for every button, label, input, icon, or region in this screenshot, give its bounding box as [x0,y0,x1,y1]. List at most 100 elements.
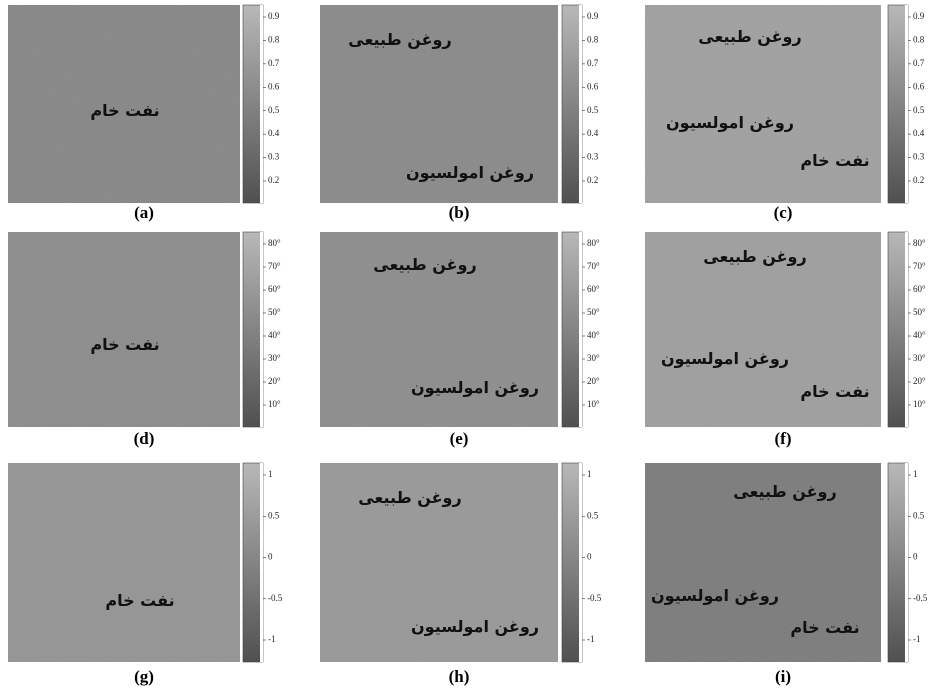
colorbar-edge [260,5,263,203]
colorbar-tick-label: 0 [268,552,273,562]
colorbar-edge [905,232,908,427]
annotation: روغن امولسیون [651,586,779,605]
colorbar-tick-label: 0.9 [587,11,599,21]
colorbar-tick-label: 50° [268,307,281,317]
colorbar-tick-label: 0.4 [268,128,280,138]
annotation: روغن طبیعی [698,27,801,46]
annotation: روغن امولسیون [661,349,789,368]
colorbar-tick-label: 0.6 [913,81,925,91]
colorbar-edge [905,5,908,203]
colorbar-tick-label: 1 [587,469,592,479]
colorbar-tick-label: -0.5 [268,593,283,603]
colorbar-tick-label: 40° [587,330,600,340]
colorbar-tick-label: 0.5 [913,510,925,520]
panel-label: (g) [134,667,154,686]
annotation: نفت خام [800,382,869,401]
colorbar-tick-label: -0.5 [587,593,602,603]
image-noise [8,232,240,427]
colorbar-tick-label: 20° [268,376,281,386]
colorbar-tick-label: 30° [268,353,281,363]
annotation: روغن امولسیون [411,378,539,397]
panel-label: (f) [775,429,792,448]
panel-label: (h) [449,667,470,686]
colorbar-tick-label: 10° [913,399,926,409]
colorbar-tick-label: 0.7 [587,58,599,68]
colorbar-tick-label: 70° [587,261,600,271]
colorbar-tick-label: 10° [268,399,281,409]
colorbar-tick-label: 0 [587,552,592,562]
colorbar-tick-label: 0.7 [913,58,925,68]
colorbar-tick-label: 80° [587,238,600,248]
colorbar-tick-label: 0.2 [587,175,598,185]
annotation: نفت خام [800,151,869,170]
colorbar-tick-label: 70° [913,261,926,271]
colorbar-tick-label: 0.5 [587,510,599,520]
colorbar-tick-label: 20° [913,376,926,386]
colorbar-tick-label: 0.5 [587,105,599,115]
annotation: روغن طبیعی [348,30,451,49]
annotation: روغن امولسیون [406,163,534,182]
colorbar-tick-label: 0.3 [268,152,280,162]
annotation: روغن امولسیون [666,113,794,132]
colorbar-tick-label: 60° [913,284,926,294]
colorbar-tick-label: 50° [587,307,600,317]
annotation: نفت خام [790,618,859,637]
colorbar-tick-label: 0 [913,552,918,562]
colorbar-edge [260,232,263,427]
colorbar-tick-label: 80° [913,238,926,248]
colorbar-tick-label: 0.5 [913,105,925,115]
annotation: نفت خام [90,101,159,120]
colorbar-tick-label: 1 [268,469,273,479]
colorbar-tick-label: 10° [587,399,600,409]
panel-label: (i) [775,667,791,686]
panel-label: (e) [450,429,469,448]
colorbar-edge [579,463,582,662]
colorbar-tick-label: 20° [587,376,600,386]
colorbar-tick-label: 40° [913,330,926,340]
colorbar-edge [260,463,263,662]
colorbar-tick-label: 1 [913,469,918,479]
colorbar-tick-label: 0.9 [913,11,925,21]
panel: 0.9 0.8 0.7 0.6 0.5 0.4 0.3 0.2 روغن طبیعی روغن ا… [320,5,599,222]
annotation: روغن طبیعی [733,482,836,501]
panel-label: (d) [134,429,155,448]
panel: 80° 70° 60° 50° 40° 30° 20° 10° روغن طبیعی روغن ا… [320,232,600,448]
colorbar-tick-label: 30° [587,353,600,363]
colorbar-tick-label: -0.5 [913,593,928,603]
annotation: روغن طبیعی [373,255,476,274]
colorbar-tick-label: -1 [268,634,276,644]
colorbar-tick-label: 60° [268,284,281,294]
colorbar-edge [579,5,582,203]
colorbar-tick-label: 0.5 [268,510,280,520]
colorbar-edge [905,463,908,662]
colorbar-tick-label: 0.2 [268,175,279,185]
annotation: روغن امولسیون [411,617,539,636]
colorbar-tick-label: 70° [268,261,281,271]
image-noise [8,463,240,662]
colorbar-tick-label: 50° [913,307,926,317]
colorbar-tick-label: 0.8 [913,34,925,44]
colorbar-tick-label: 0.4 [587,128,599,138]
colorbar-tick-label: 0.3 [587,152,599,162]
colorbar-tick-label: 0.4 [913,128,925,138]
panel: 1 0.5 0 -0.5 -1 نفت خام (g) [8,463,283,686]
panel: 80°70°60°50°40°30°20°10°نفت خام(d) [8,232,281,448]
annotation: روغن طبیعی [703,247,806,266]
panel-label: (b) [449,203,470,222]
colorbar-tick-label: 0.6 [587,81,599,91]
panel: 1 0.5 0 -0.5 -1 روغن طبیعی روغن امولسیون (h) [320,463,602,686]
annotation: نفت خام [105,591,174,610]
colorbar-tick-label: 0.8 [268,34,280,44]
annotation: روغن طبیعی [358,488,461,507]
colorbar-tick-label: 60° [587,284,600,294]
colorbar-tick-label: 0.5 [268,105,280,115]
colorbar-tick-label: -1 [587,634,595,644]
colorbar-tick-label: 0.9 [268,11,280,21]
colorbar-tick-label: 0.3 [913,152,925,162]
annotation: نفت خام [90,335,159,354]
colorbar-tick-label: 0.8 [587,34,599,44]
